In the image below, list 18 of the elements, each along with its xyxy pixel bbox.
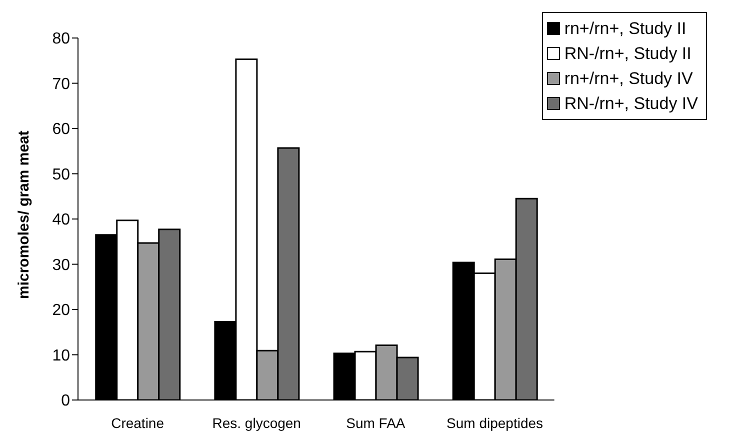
y-tick-label: 80 <box>52 30 70 48</box>
y-tick-label: 50 <box>52 166 70 184</box>
x-tick-label: Sum FAA <box>346 414 406 431</box>
y-axis-title: micromoles/ gram meat <box>15 130 32 299</box>
legend-label: RN-/rn+, Study II <box>564 44 692 64</box>
y-tick-label: 60 <box>52 121 70 138</box>
y-tick-label: 10 <box>52 347 70 364</box>
y-tick-label: 30 <box>52 256 70 274</box>
x-tick-label: Res. glycogen <box>212 414 301 431</box>
x-tick-label: Creatine <box>111 414 164 431</box>
legend-label: RN-/rn+, Study IV <box>564 94 698 114</box>
legend-label: rn+/rn+, Study IV <box>564 68 693 88</box>
y-tick-label: 40 <box>52 212 70 229</box>
y-tick-label: 0 <box>61 392 70 410</box>
x-tick-label: Sum dipeptides <box>446 414 544 431</box>
y-tick-label: 70 <box>52 76 70 93</box>
legend-label: rn+/rn+, Study II <box>564 18 686 38</box>
y-tick-label: 20 <box>52 302 70 320</box>
